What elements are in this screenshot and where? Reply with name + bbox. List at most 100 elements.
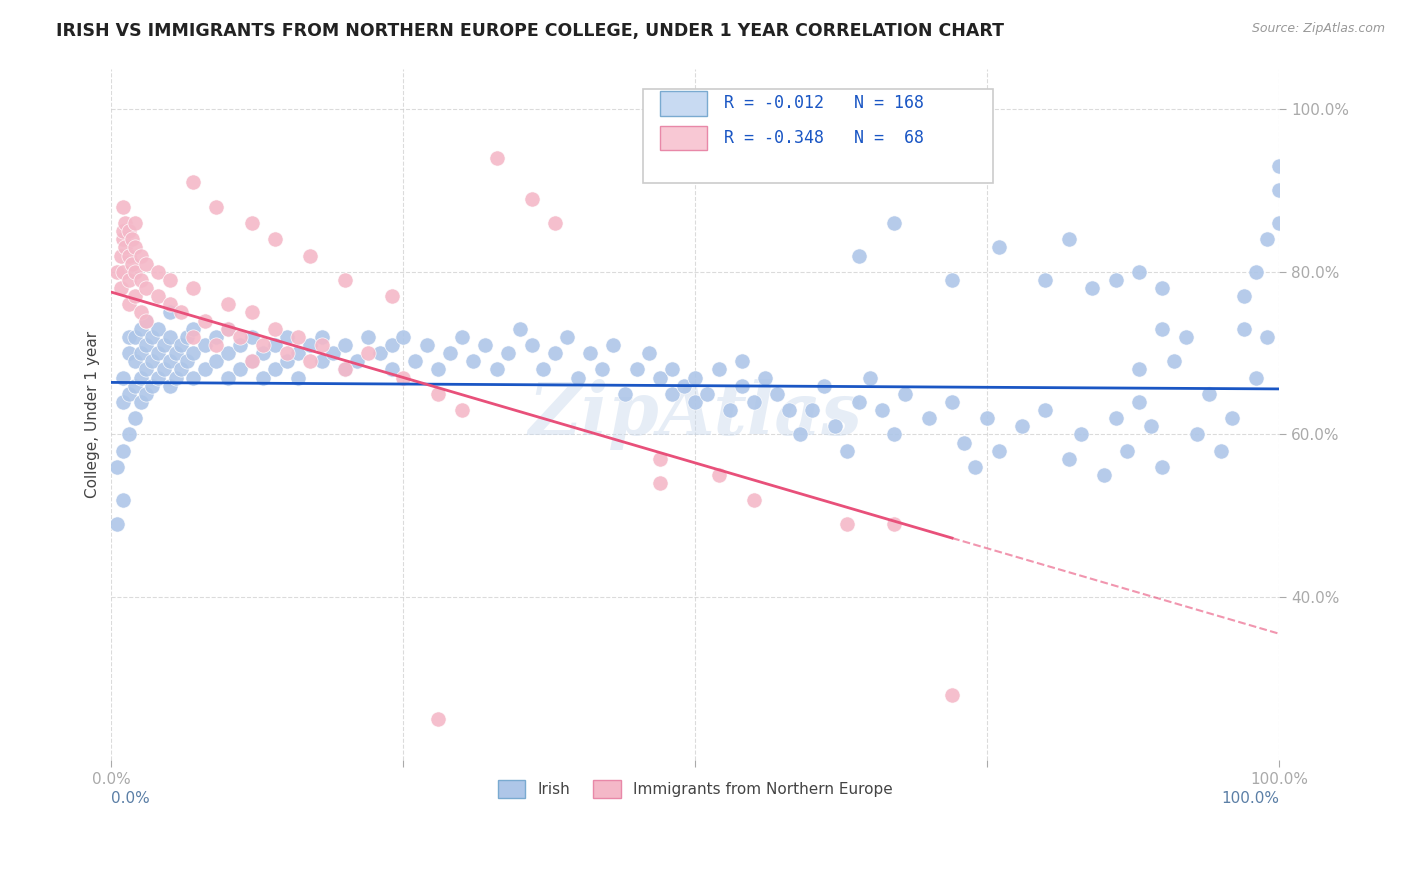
Point xyxy=(801,403,824,417)
Point xyxy=(165,346,187,360)
Point xyxy=(121,232,143,246)
Text: R = -0.348   N =  68: R = -0.348 N = 68 xyxy=(724,128,924,146)
Point xyxy=(567,370,589,384)
Point xyxy=(146,370,169,384)
Point xyxy=(205,354,228,368)
Point xyxy=(650,476,672,491)
Point xyxy=(112,395,135,409)
Point xyxy=(264,322,287,336)
Point xyxy=(118,273,141,287)
Point xyxy=(427,386,450,401)
Point xyxy=(941,688,963,702)
Point xyxy=(614,386,637,401)
Point xyxy=(333,362,356,376)
Point xyxy=(637,346,659,360)
Point xyxy=(118,297,141,311)
Point xyxy=(276,346,298,360)
Point xyxy=(287,346,309,360)
Point xyxy=(333,273,356,287)
Point xyxy=(129,395,152,409)
Point xyxy=(835,443,858,458)
Point xyxy=(650,370,672,384)
Point xyxy=(124,265,146,279)
Point xyxy=(1268,159,1291,173)
Text: ZipAtlas: ZipAtlas xyxy=(529,378,862,450)
Point xyxy=(112,370,135,384)
Point xyxy=(987,443,1010,458)
Point xyxy=(112,224,135,238)
FancyBboxPatch shape xyxy=(643,89,993,183)
Point xyxy=(105,460,128,475)
Point xyxy=(835,516,858,531)
Point xyxy=(602,338,624,352)
Point xyxy=(135,362,157,376)
Point xyxy=(205,200,228,214)
Point xyxy=(124,289,146,303)
Point xyxy=(381,338,404,352)
Point xyxy=(118,386,141,401)
Point xyxy=(205,330,228,344)
Point xyxy=(153,362,176,376)
Text: 100.0%: 100.0% xyxy=(1220,791,1279,805)
Point xyxy=(450,403,472,417)
Point xyxy=(112,265,135,279)
Point xyxy=(952,435,974,450)
Point xyxy=(135,386,157,401)
Text: Source: ZipAtlas.com: Source: ZipAtlas.com xyxy=(1251,22,1385,36)
Point xyxy=(240,354,263,368)
Point xyxy=(1152,460,1174,475)
Point xyxy=(146,322,169,336)
Point xyxy=(170,362,193,376)
Point xyxy=(427,712,450,726)
Point xyxy=(129,248,152,262)
Point xyxy=(824,419,846,434)
Point xyxy=(217,346,239,360)
Point xyxy=(1057,451,1080,466)
Point xyxy=(731,378,754,392)
Point xyxy=(346,354,368,368)
Point xyxy=(883,516,905,531)
Point xyxy=(141,378,163,392)
Point xyxy=(1070,427,1092,442)
Point xyxy=(264,232,287,246)
Point xyxy=(170,338,193,352)
Point xyxy=(766,386,789,401)
Point xyxy=(707,362,730,376)
Point xyxy=(112,443,135,458)
Point xyxy=(1244,265,1267,279)
Point xyxy=(129,322,152,336)
Point xyxy=(544,346,567,360)
Point xyxy=(707,468,730,483)
Point xyxy=(124,411,146,425)
Point xyxy=(941,273,963,287)
Point xyxy=(1011,419,1033,434)
Point xyxy=(110,281,132,295)
Legend: Irish, Immigrants from Northern Europe: Irish, Immigrants from Northern Europe xyxy=(492,774,898,804)
Point xyxy=(683,395,706,409)
Point xyxy=(555,330,578,344)
Point xyxy=(105,265,128,279)
Point xyxy=(129,273,152,287)
Point xyxy=(141,354,163,368)
Point xyxy=(778,403,800,417)
Point xyxy=(1268,216,1291,230)
Point xyxy=(112,492,135,507)
Point xyxy=(194,338,217,352)
Point xyxy=(276,330,298,344)
Point xyxy=(124,216,146,230)
Point xyxy=(181,175,204,189)
Point xyxy=(229,362,252,376)
Point xyxy=(1220,411,1243,425)
Point xyxy=(1233,289,1256,303)
Point xyxy=(129,370,152,384)
Point xyxy=(404,354,426,368)
Point xyxy=(240,354,263,368)
Point xyxy=(742,492,765,507)
Point xyxy=(252,338,274,352)
Point xyxy=(124,378,146,392)
Point xyxy=(252,370,274,384)
Point xyxy=(1035,273,1057,287)
Point xyxy=(181,330,204,344)
Point xyxy=(333,362,356,376)
Point xyxy=(153,338,176,352)
